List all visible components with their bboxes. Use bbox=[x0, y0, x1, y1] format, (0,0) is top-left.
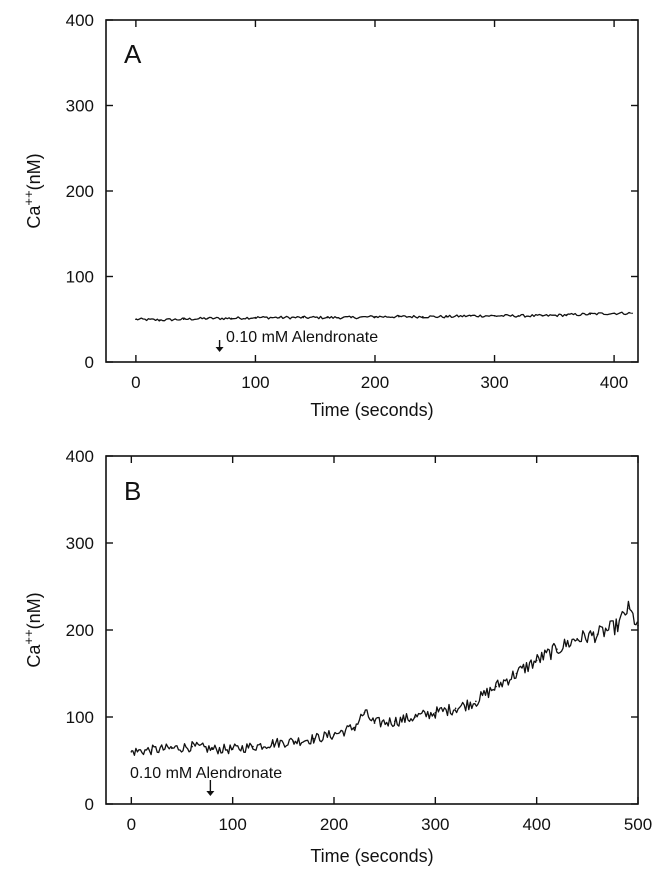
panel-b-data-point bbox=[150, 749, 153, 751]
panel-b-frame bbox=[105, 455, 639, 805]
panel-b-x-axis-title: Time (seconds) bbox=[310, 846, 433, 866]
panel-b-annotation: 0.10 mM Alendronate bbox=[130, 765, 282, 796]
panel-a-annotation-text: 0.10 mM Alendronate bbox=[226, 329, 378, 346]
panel-b-y-tick-label: 200 bbox=[66, 621, 94, 640]
panel-b-arrow-head bbox=[206, 791, 215, 796]
panel-b-data-point bbox=[434, 711, 437, 714]
panel-a-trace-group bbox=[135, 311, 633, 322]
panel-b-data-point bbox=[596, 633, 599, 636]
panel-a-data-point bbox=[302, 316, 305, 319]
panel-b-data-point bbox=[637, 624, 639, 627]
panel-b-data-point bbox=[171, 747, 173, 750]
panel-b-data-point bbox=[292, 740, 295, 743]
panel-b-tick-labels: 0 100 200 300 400 500 0 100 200 300 400 bbox=[66, 447, 653, 834]
panel-b-data-point bbox=[515, 672, 518, 675]
panel-a-x-axis-title: Time (seconds) bbox=[310, 400, 433, 420]
panel-b-y-tick-label: 0 bbox=[85, 795, 94, 814]
panel-a-data-point bbox=[254, 316, 257, 319]
panel-a-tick-labels: 0 100 200 300 400 0 100 200 300 400 bbox=[66, 11, 629, 392]
panel-b-trace bbox=[131, 600, 639, 756]
panel-a-y-tick-label: 100 bbox=[66, 268, 94, 287]
panel-a-y-tick-label: 200 bbox=[66, 182, 94, 201]
panel-b-data-point bbox=[414, 716, 416, 718]
panel-a-annotation: 0.10 mM Alendronate bbox=[215, 329, 378, 352]
panel-b: 0 100 200 300 400 500 0 100 200 300 400 B Time (se… bbox=[21, 447, 652, 866]
panel-a-data-point bbox=[541, 315, 544, 317]
panel-a-data-point bbox=[469, 315, 472, 317]
panel-b-x-tick-label: 300 bbox=[421, 815, 449, 834]
panel-b-data-point bbox=[231, 748, 234, 750]
panel-a-data-point bbox=[613, 312, 615, 315]
panel-b-y-tick-label: 100 bbox=[66, 708, 94, 727]
panel-a-x-tick-label: 100 bbox=[241, 373, 269, 392]
panel-b-data-point bbox=[454, 707, 457, 710]
panel-a-x-tick-label: 400 bbox=[600, 373, 628, 392]
panel-b-data-point bbox=[616, 624, 619, 627]
panel-a-data-point bbox=[445, 315, 448, 318]
panel-a-x-tick-label: 200 bbox=[361, 373, 389, 392]
panel-b-x-tick-label: 500 bbox=[624, 815, 652, 834]
panel-a-data-point bbox=[158, 319, 161, 321]
panel-a-frame bbox=[105, 19, 639, 363]
panel-b-ticks bbox=[106, 455, 639, 805]
panel-a-y-tick-label: 0 bbox=[85, 353, 94, 372]
panel-b-y-tick-label: 400 bbox=[66, 447, 94, 466]
panel-a-data-point bbox=[631, 312, 633, 315]
panel-a-x-tick-label: 0 bbox=[131, 373, 140, 392]
panel-b-data-point bbox=[353, 726, 356, 729]
panel-a-y-tick-label: 300 bbox=[66, 97, 94, 116]
panel-b-data-point bbox=[495, 685, 497, 688]
panel-a-data-point bbox=[326, 316, 328, 319]
panel-a-data-point bbox=[350, 316, 352, 319]
panel-b-annotation-text: 0.10 mM Alendronate bbox=[130, 765, 282, 782]
panel-b-x-tick-label: 400 bbox=[522, 815, 550, 834]
panel-a-data-point bbox=[517, 315, 520, 317]
panel-b-data-point bbox=[475, 700, 477, 703]
panel-b-data-point bbox=[130, 751, 133, 753]
panel-a-data-point bbox=[398, 315, 400, 318]
panel-a: 0 100 200 300 400 0 100 200 300 400 A Time (secon… bbox=[21, 11, 639, 420]
panel-a-data-point bbox=[565, 314, 568, 316]
panel-b-data-point bbox=[373, 722, 376, 724]
panel-a-data-point bbox=[493, 315, 496, 317]
panel-b-x-tick-label: 0 bbox=[127, 815, 136, 834]
panel-a-data-point bbox=[589, 313, 591, 315]
panel-b-annotation-arrow bbox=[206, 780, 215, 796]
panel-b-data-point bbox=[535, 659, 538, 662]
panel-b-letter: B bbox=[124, 476, 141, 506]
panel-a-ticks bbox=[106, 19, 638, 363]
panel-a-y-tick-label: 400 bbox=[66, 11, 94, 30]
panel-b-data-point bbox=[272, 742, 275, 744]
panel-a-x-tick-label: 300 bbox=[480, 373, 508, 392]
panel-a-data-point bbox=[206, 317, 209, 320]
panel-b-data-point bbox=[312, 737, 315, 740]
panel-a-data-point bbox=[135, 318, 137, 321]
panel-b-data-point bbox=[556, 648, 558, 650]
panel-a-data-point bbox=[422, 315, 424, 318]
panel-b-data-point bbox=[333, 733, 335, 736]
panel-a-data-point bbox=[278, 316, 281, 319]
panel-a-data-point bbox=[230, 317, 233, 320]
panel-a-data-point bbox=[374, 315, 376, 318]
panel-b-x-tick-label: 200 bbox=[320, 815, 348, 834]
panel-a-trace bbox=[135, 311, 632, 322]
panel-a-letter: A bbox=[124, 39, 142, 69]
panel-b-trace-group bbox=[130, 600, 639, 756]
panel-b-data-point bbox=[576, 637, 578, 640]
panel-a-data-point bbox=[182, 318, 185, 321]
panel-b-data-point bbox=[363, 711, 366, 714]
panel-b-data-point bbox=[191, 745, 193, 748]
panel-b-y-tick-label: 300 bbox=[66, 534, 94, 553]
panel-b-data-point bbox=[627, 607, 629, 610]
panel-a-annotation-arrow bbox=[215, 340, 224, 352]
panel-a-arrow-head bbox=[215, 347, 224, 352]
panel-b-y-axis-title: Ca++(nM) bbox=[21, 592, 44, 667]
panel-b-data-point bbox=[211, 748, 214, 750]
panel-b-data-point bbox=[394, 720, 396, 723]
panel-a-y-axis-title: Ca++(nM) bbox=[21, 153, 44, 228]
panel-b-x-tick-label: 100 bbox=[218, 815, 246, 834]
panel-b-data-point bbox=[252, 745, 254, 748]
